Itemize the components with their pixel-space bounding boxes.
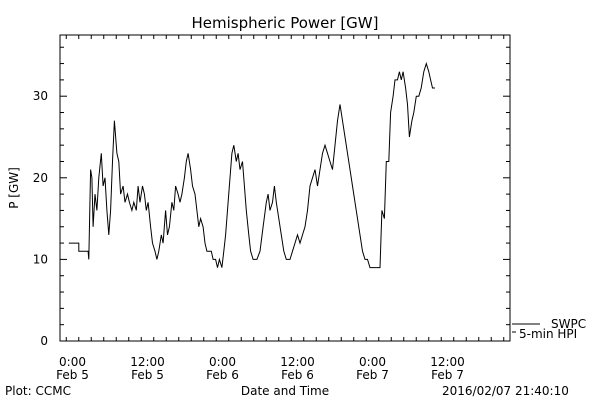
x-tick-label-time: 12:00 (130, 355, 165, 369)
y-tick-label: 20 (33, 171, 48, 185)
x-axis-label: Date and Time (241, 384, 329, 398)
x-tick-label-time: 0:00 (359, 355, 386, 369)
x-tick-label-date: Feb 5 (56, 368, 89, 382)
y-axis-label: P [GW] (7, 167, 21, 209)
x-tick-label-date: Feb 5 (131, 368, 164, 382)
chart-title: Hemispheric Power [GW] (192, 14, 379, 32)
legend: SWPC 5-min HPI (512, 317, 586, 341)
x-tick-label-date: Feb 7 (356, 368, 389, 382)
plot-frame (59, 34, 511, 342)
x-tick-label-time: 0:00 (59, 355, 86, 369)
plot-credit: Plot: CCMC (5, 384, 71, 398)
x-tick-label-time: 12:00 (430, 355, 465, 369)
legend-entry-5min-hpi: 5-min HPI (519, 327, 577, 341)
y-tick-label: 10 (33, 252, 48, 266)
y-tick-label: 0 (40, 334, 48, 348)
y-tick-label: 30 (33, 89, 48, 103)
series-line-swpc (68, 61, 435, 269)
x-tick-label-date: Feb 7 (431, 368, 464, 382)
x-tick-label-time: 0:00 (209, 355, 236, 369)
legend-entry-swpc: SWPC (551, 317, 586, 331)
x-tick-label-date: Feb 6 (281, 368, 314, 382)
x-tick-label-time: 12:00 (280, 355, 315, 369)
x-tick-label-date: Feb 6 (206, 368, 239, 382)
y-axis: 0 10 20 30 (33, 46, 510, 348)
timestamp: 2016/02/07 21:40:10 (442, 384, 569, 398)
